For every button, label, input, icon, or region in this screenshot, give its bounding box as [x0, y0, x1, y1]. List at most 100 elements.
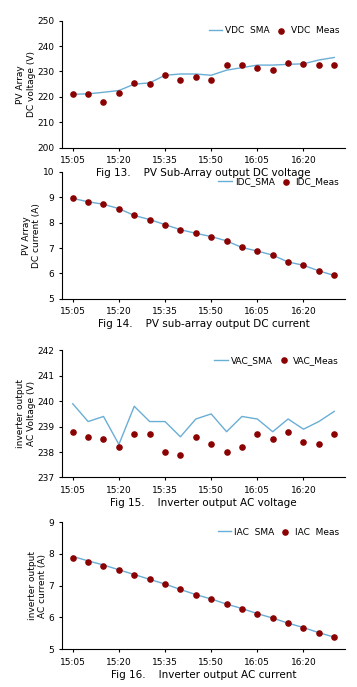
IAC  Meas — [301, 622, 306, 633]
Y-axis label: inverter output
AC current (A): inverter output AC current (A) — [27, 551, 47, 620]
IAC  SMA — [209, 595, 213, 603]
IDC_SMA — [271, 251, 275, 259]
IAC  SMA — [178, 585, 182, 594]
VAC_SMA — [209, 410, 213, 418]
VDC  SMA — [332, 54, 336, 62]
VAC_SMA — [225, 427, 229, 436]
VAC_SMA — [317, 418, 321, 426]
VDC  SMA — [240, 63, 244, 71]
VAC_SMA — [332, 407, 336, 416]
Text: Fig 14.    PV sub-array output DC current: Fig 14. PV sub-array output DC current — [97, 319, 310, 330]
VDC  SMA — [132, 80, 136, 89]
VDC  SMA — [163, 71, 167, 80]
VAC_SMA — [255, 415, 260, 423]
IDC_SMA — [209, 232, 213, 240]
IAC  SMA — [193, 590, 198, 598]
IDC_SMA — [71, 194, 75, 203]
VAC_Meas — [331, 429, 337, 440]
VAC_SMA — [240, 412, 244, 420]
IAC  Meas — [116, 565, 122, 576]
Legend: VAC_SMA, VAC_Meas: VAC_SMA, VAC_Meas — [213, 355, 340, 365]
IAC  SMA — [255, 609, 260, 618]
Legend: VDC  SMA, VDC  Meas: VDC SMA, VDC Meas — [208, 25, 340, 36]
IAC  Meas — [270, 613, 276, 624]
IAC  Meas — [131, 569, 137, 580]
IAC  SMA — [317, 629, 321, 637]
IDC_SMA — [86, 198, 90, 206]
IAC  Meas — [255, 608, 260, 619]
IAC  Meas — [316, 627, 322, 638]
IDC_Meas — [177, 224, 183, 235]
VDC  Meas — [147, 79, 152, 90]
IAC  SMA — [101, 561, 106, 569]
VAC_Meas — [316, 439, 322, 450]
IDC_SMA — [147, 216, 152, 224]
IAC  SMA — [71, 552, 75, 561]
IDC_SMA — [255, 247, 260, 255]
VDC  Meas — [224, 60, 230, 71]
Legend: IDC_SMA, IDC_Meas: IDC_SMA, IDC_Meas — [217, 177, 340, 187]
IDC_Meas — [162, 219, 168, 230]
VAC_Meas — [131, 429, 137, 440]
VAC_SMA — [71, 400, 75, 408]
VAC_SMA — [101, 412, 106, 420]
VDC  SMA — [286, 60, 290, 69]
VAC_Meas — [193, 431, 198, 442]
IAC  Meas — [208, 594, 214, 605]
IAC  SMA — [86, 556, 90, 565]
VAC_SMA — [132, 402, 136, 410]
IAC  Meas — [177, 584, 183, 595]
IDC_SMA — [286, 258, 290, 266]
VDC  SMA — [147, 79, 152, 87]
IDC_Meas — [70, 193, 76, 204]
VAC_Meas — [70, 426, 76, 437]
IAC  Meas — [162, 578, 168, 589]
IDC_Meas — [301, 260, 306, 271]
IDC_Meas — [239, 242, 245, 253]
VAC_SMA — [147, 418, 152, 426]
VDC  Meas — [331, 60, 337, 71]
VDC  SMA — [301, 60, 306, 68]
VAC_Meas — [270, 434, 276, 445]
IDC_Meas — [85, 196, 91, 207]
VDC  Meas — [255, 62, 260, 73]
Line: VDC  SMA: VDC SMA — [73, 58, 334, 94]
IDC_SMA — [301, 261, 306, 269]
IAC  Meas — [224, 598, 230, 609]
Text: Fig 16.    Inverter output AC current: Fig 16. Inverter output AC current — [111, 670, 296, 680]
IDC_Meas — [131, 210, 137, 221]
VAC_Meas — [116, 442, 122, 453]
VAC_SMA — [193, 415, 198, 423]
VDC  SMA — [101, 88, 106, 96]
IAC  Meas — [101, 561, 106, 572]
VAC_Meas — [85, 431, 91, 442]
IDC_Meas — [224, 236, 230, 247]
IAC  SMA — [225, 600, 229, 608]
VAC_Meas — [101, 434, 106, 445]
IAC  SMA — [332, 633, 336, 641]
IDC_SMA — [178, 225, 182, 234]
VAC_Meas — [301, 436, 306, 447]
VAC_SMA — [163, 418, 167, 426]
IAC  SMA — [240, 605, 244, 613]
IDC_SMA — [117, 205, 121, 213]
VDC  Meas — [116, 87, 122, 98]
VAC_Meas — [255, 429, 260, 440]
IDC_Meas — [208, 231, 214, 242]
Line: VAC_SMA: VAC_SMA — [73, 404, 334, 444]
VAC_SMA — [178, 433, 182, 441]
IDC_SMA — [240, 243, 244, 251]
VDC  Meas — [101, 96, 106, 107]
VAC_Meas — [162, 447, 168, 458]
VAC_SMA — [286, 415, 290, 423]
Y-axis label: inverter output
AC Voltage (V): inverter output AC Voltage (V) — [16, 379, 36, 449]
IAC  SMA — [117, 565, 121, 574]
VDC  SMA — [86, 90, 90, 98]
IAC  Meas — [70, 552, 76, 563]
IAC  SMA — [147, 575, 152, 583]
IDC_Meas — [285, 256, 291, 267]
VDC  Meas — [193, 71, 198, 82]
IAC  SMA — [132, 570, 136, 578]
VAC_SMA — [117, 440, 121, 449]
VDC  SMA — [117, 87, 121, 95]
